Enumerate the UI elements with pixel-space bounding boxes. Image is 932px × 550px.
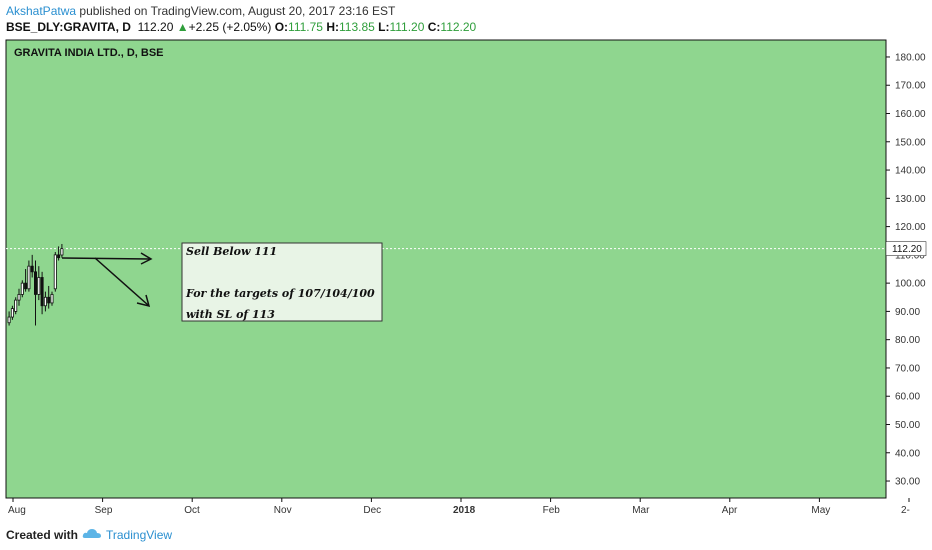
x-tick-label: Apr	[722, 505, 738, 516]
candle-body	[34, 271, 38, 295]
change-value: +2.25 (+2.05%)	[188, 20, 272, 34]
horizontal-arrow[interactable]	[61, 257, 151, 260]
y-tick-label: 40.00	[895, 448, 920, 459]
candlestick-series	[7, 243, 64, 326]
chart-area[interactable]: GRAVITA INDIA LTD., D, BSE 180.00 170.00 1…	[0, 38, 932, 522]
author-link[interactable]: AkshatPatwa	[6, 4, 77, 18]
candle	[43, 291, 47, 312]
y-axis-background[interactable]	[886, 40, 926, 498]
candle-body	[37, 277, 41, 295]
note-line-1: Sell Below 111	[186, 245, 277, 258]
x-tick-label: Aug	[8, 505, 26, 516]
candle	[53, 252, 57, 292]
y-tick-label: 130.00	[895, 194, 926, 205]
close-label: C:	[427, 20, 441, 34]
y-tick-label: 90.00	[895, 307, 920, 318]
candle	[10, 305, 14, 320]
diagonal-arrow[interactable]	[94, 257, 149, 306]
candle-body	[53, 254, 57, 290]
candle	[47, 285, 51, 309]
x-tick-label: 2-	[901, 505, 910, 516]
candle-body	[47, 296, 51, 304]
candle-body	[50, 294, 54, 304]
y-tick-label: 70.00	[895, 363, 920, 374]
x-tick-label: Oct	[184, 505, 200, 516]
candle-body	[7, 316, 11, 324]
note-line-3: For the targets of 107/104/100	[185, 287, 375, 300]
close-value: 112.20	[440, 20, 477, 34]
open-label: O:	[274, 20, 289, 34]
y-tick-label: 180.00	[895, 52, 926, 63]
published-text: published on TradingView.com, August 20,…	[79, 4, 396, 18]
footer: Created with TradingView	[0, 522, 932, 550]
low-label: L:	[378, 20, 390, 34]
forecast-arrows[interactable]	[61, 252, 153, 308]
candle-body	[14, 299, 18, 312]
x-tick-label: Feb	[543, 505, 561, 516]
y-tick-label: 120.00	[895, 222, 926, 233]
candle-body	[20, 282, 24, 295]
y-tick-label: 170.00	[895, 81, 926, 92]
candle-body	[27, 265, 31, 290]
symbol-label: BSE_DLY:GRAVITA, D	[6, 20, 131, 34]
note-box-background[interactable]	[181, 242, 383, 322]
diagonal-arrowhead	[136, 294, 151, 308]
horizontal-arrowhead	[140, 252, 153, 265]
candle-body	[10, 308, 14, 318]
x-axis-ticks: Aug Sep Oct Nov Dec 2018 Feb Mar Apr May 2-	[8, 498, 910, 516]
y-tick-label: 30.00	[895, 477, 920, 488]
x-tick-label: Sep	[95, 505, 113, 516]
y-tick-label: 140.00	[895, 166, 926, 177]
change-up-icon: ▲	[176, 20, 189, 34]
publish-line: AkshatPatwa published on TradingView.com…	[6, 4, 395, 18]
x-tick-label: Nov	[274, 505, 292, 516]
candle-body	[24, 282, 28, 290]
candle	[37, 266, 41, 301]
candle	[57, 246, 61, 261]
x-tick-label: Dec	[363, 505, 381, 516]
note-line-4: with SL of 113	[186, 308, 275, 321]
open-value: 111.75	[288, 20, 323, 34]
candle	[27, 260, 31, 292]
y-tick-label: 100.00	[895, 279, 926, 290]
candle	[14, 297, 18, 315]
candle-body	[40, 277, 44, 307]
candle	[60, 243, 64, 258]
chart-header: AkshatPatwa published on TradingView.com…	[0, 0, 932, 38]
current-price-tag-label: 112.20	[892, 244, 922, 255]
candle	[34, 260, 38, 326]
tradingview-cloud-icon	[82, 529, 101, 538]
candle	[20, 280, 24, 298]
x-tick-label: May	[811, 505, 830, 516]
candle	[17, 288, 21, 306]
plot-background	[5, 39, 887, 499]
x-tick-label: 2018	[453, 505, 476, 516]
high-value: 113.85	[338, 20, 375, 34]
ohlc-line: BSE_DLY:GRAVITA, D 112.20 ▲+2.25 (+2.05%…	[6, 20, 476, 34]
last-price: 112.20	[137, 20, 174, 34]
y-tick-label: 160.00	[895, 109, 926, 120]
y-tick-label: 60.00	[895, 392, 920, 403]
y-tick-label: 50.00	[895, 420, 920, 431]
candle-body	[30, 265, 34, 273]
candle-body	[60, 248, 64, 256]
tradingview-link[interactable]: TradingView	[106, 528, 173, 542]
candle-body	[17, 294, 21, 301]
chart-title: GRAVITA INDIA LTD., D, BSE	[14, 47, 164, 59]
created-with-label: Created with	[6, 528, 79, 542]
current-price-tag	[885, 241, 927, 256]
x-tick-label: Mar	[632, 505, 650, 516]
low-value: 111.20	[389, 20, 425, 34]
y-tick-label: 80.00	[895, 335, 920, 346]
candle-body	[57, 254, 61, 259]
candle	[50, 291, 54, 306]
candle	[40, 271, 44, 315]
high-label: H:	[326, 20, 339, 34]
candle-body	[43, 296, 47, 307]
candle	[24, 269, 28, 292]
candle	[7, 311, 11, 326]
y-tick-label: 150.00	[895, 137, 926, 148]
candle	[30, 254, 34, 278]
note-box[interactable]: Sell Below 111 For the targets of 107/10…	[181, 242, 383, 322]
